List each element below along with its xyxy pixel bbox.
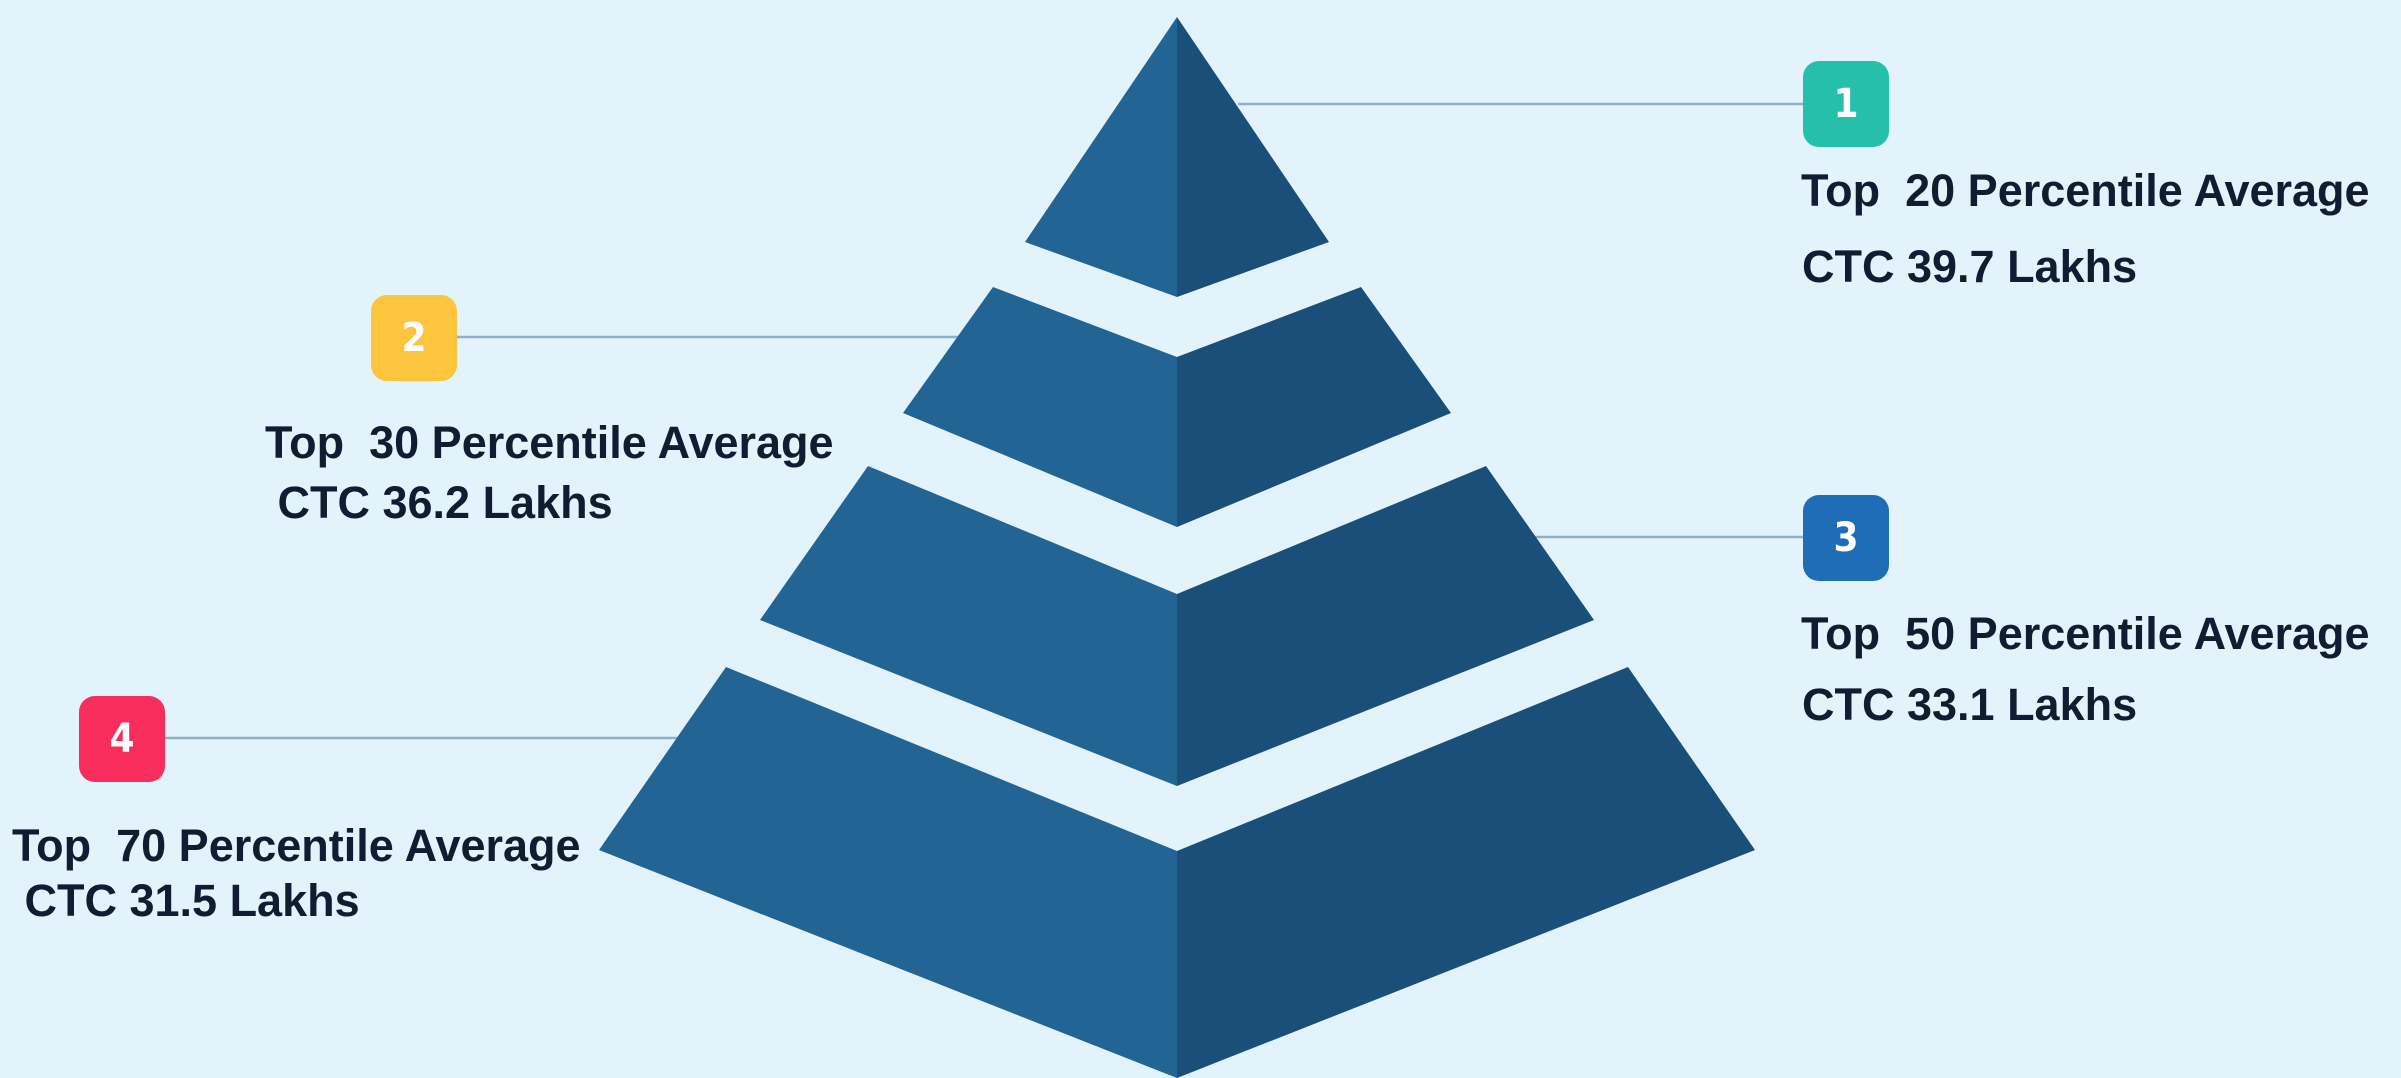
pyramid-tier-3-right-face: [1177, 466, 1594, 786]
tier-3-label-line-1: Top 50 Percentile Average: [1801, 608, 2370, 659]
tier-4-label-line-1: Top 70 Percentile Average: [12, 820, 581, 871]
pyramid-tier-2-left-face: [903, 287, 1177, 527]
pyramid-tier-3-left-face: [760, 466, 1177, 786]
pyramid-tier-2-right-face: [1177, 287, 1451, 527]
tier-2-number-badge: 2: [371, 295, 457, 381]
pyramid-tier-3: [760, 466, 1594, 786]
tier-4-number-badge: 4: [79, 696, 165, 782]
pyramid-tier-1: [1025, 17, 1329, 297]
pyramid-tier-1-right-face: [1177, 17, 1329, 297]
pyramid-tier-1-left-face: [1025, 17, 1177, 297]
tier-2-label-line-2: CTC 36.2 Lakhs: [265, 477, 613, 528]
tier-3-label-line-2: CTC 33.1 Lakhs: [1802, 679, 2138, 730]
tier-3-number-badge: 3: [1803, 495, 1889, 581]
tier-1-label-line-2: CTC 39.7 Lakhs: [1802, 241, 2138, 292]
tier-1-number-badge: 1: [1803, 61, 1889, 147]
tier-1-label-line-1: Top 20 Percentile Average: [1801, 165, 2370, 216]
tier-4-label-line-2: CTC 31.5 Lakhs: [12, 875, 360, 926]
pyramid-tier-4-right-face: [1177, 667, 1755, 1078]
tier-2-label-line-1: Top 30 Percentile Average: [265, 417, 834, 468]
pyramid-tier-4-left-face: [599, 667, 1177, 1078]
pyramid-tier-4: [599, 667, 1755, 1078]
pyramid-tier-2: [903, 287, 1451, 527]
